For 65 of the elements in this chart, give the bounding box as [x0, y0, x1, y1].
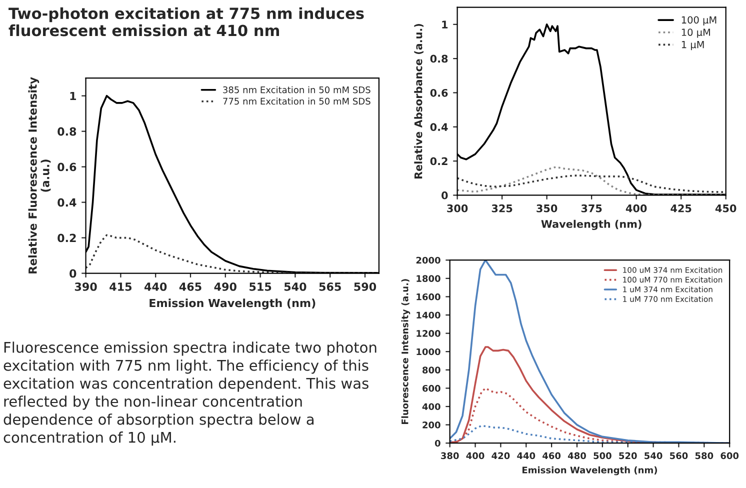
y-tick-label: 600: [422, 384, 440, 392]
x-tick-label: 480: [568, 452, 586, 460]
x-tick-label: 590: [354, 282, 376, 291]
y-axis-title: Fluorescence Intensity (a.u.): [401, 279, 410, 424]
y-tick-label: 1: [442, 20, 448, 28]
y-tick-label: 0.2: [430, 157, 448, 166]
legend-label: 775 nm Excitation in 50 mM SDS: [223, 98, 370, 105]
x-tick-label: 415: [110, 282, 132, 291]
y-tick-label: 0.6: [58, 162, 76, 172]
x-tick-label: 520: [619, 452, 637, 460]
y-tick-label: 800: [422, 366, 440, 374]
x-tick-label: 450: [715, 204, 736, 212]
x-axis-title: Emission Wavelength (nm): [150, 298, 316, 310]
legend-label: 1 µM: [682, 41, 704, 50]
x-tick-label: 390: [74, 282, 97, 291]
x-tick-label: 300: [447, 204, 468, 212]
y-tick-label: 1400: [416, 312, 440, 319]
x-tick-label: 500: [594, 452, 612, 460]
x-tick-label: 440: [144, 282, 167, 291]
y-tick-label: 1200: [416, 330, 440, 337]
x-tick-label: 540: [284, 282, 306, 291]
y-tick-label: 1000: [416, 348, 440, 356]
text: Fluorescence emission spectra indicate two photon excitation with 775 nm light. The efficiency of this excitation was concentration dependent. This was reflected by the non-linear concentration dependence of absorption spectra below a concentration of 10 µM.: [4, 342, 376, 446]
y-axis-title: Relative Absorbance (a.u.): [414, 24, 424, 178]
x-tick-label: 515: [250, 282, 272, 291]
x-tick-label: 600: [720, 452, 739, 460]
x-axis-title: Emission Wavelength (nm): [522, 466, 657, 476]
x-tick-label: 400: [626, 204, 647, 212]
y-tick-label: 0: [70, 269, 76, 278]
legend-label: 10 µM: [682, 28, 710, 38]
y-tick-label: 400: [422, 403, 440, 410]
y-tick-label: 0.6: [430, 88, 448, 97]
legend-label: 100 µM: [682, 16, 716, 26]
y-tick-label: 0.8: [430, 54, 448, 63]
x-tick-label: 540: [644, 452, 662, 460]
y-tick-label: 1: [70, 92, 76, 100]
y-tick-label: 0: [434, 440, 440, 447]
x-tick-label: 420: [492, 452, 510, 460]
x-tick-label: 325: [492, 204, 512, 212]
y-tick-label: 0.4: [430, 123, 448, 131]
legend-label: 385 nm Excitation in 50 mM SDS: [223, 86, 370, 94]
y-tick-label: 0.4: [58, 198, 76, 207]
x-tick-label: 465: [179, 282, 202, 291]
line-series: [457, 174, 726, 194]
y-tick-label: 0.2: [58, 234, 76, 242]
chart-title: Two-photon excitation at 775 nm induces fluorescent emission at 410 nm: [8, 7, 364, 36]
x-tick-label: 560: [670, 452, 688, 460]
x-axis-title: Wavelength (nm): [541, 220, 642, 230]
x-tick-label: 425: [670, 204, 692, 212]
x-tick-label: 460: [542, 452, 561, 460]
y-tick-label: 200: [422, 422, 440, 428]
y-tick-label: 1600: [416, 293, 440, 300]
x-tick-label: 580: [695, 452, 714, 460]
y-tick-label: 0.8: [58, 127, 76, 136]
y-tick-label: 1800: [416, 275, 440, 282]
x-tick-label: 440: [517, 452, 536, 460]
x-tick-label: 565: [319, 282, 341, 291]
x-tick-label: 490: [214, 282, 236, 291]
y-tick-label: 2000: [416, 256, 440, 264]
x-tick-label: 350: [536, 204, 558, 212]
y-tick-label: 0: [442, 191, 448, 200]
x-tick-label: 375: [581, 204, 602, 212]
y-axis-title: Relative Fluorescence Intensity (a.u.): [28, 77, 51, 274]
x-tick-label: 380: [441, 452, 459, 460]
x-tick-label: 400: [466, 452, 484, 460]
